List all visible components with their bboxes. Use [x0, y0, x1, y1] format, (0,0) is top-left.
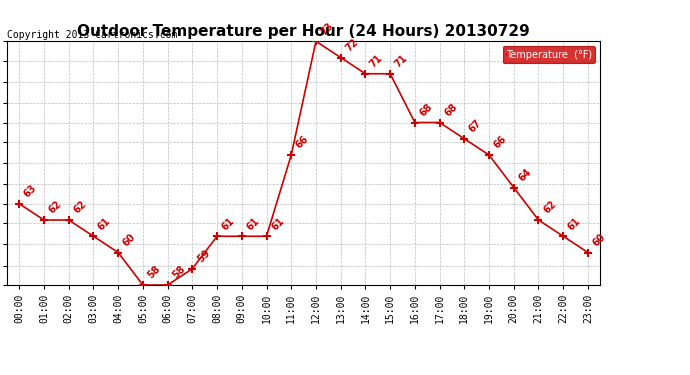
Text: 61: 61	[220, 216, 237, 232]
Text: 68: 68	[417, 102, 434, 118]
Text: 61: 61	[244, 216, 262, 232]
Text: 61: 61	[269, 216, 286, 232]
Text: 63: 63	[22, 183, 39, 200]
Text: 58: 58	[170, 264, 187, 281]
Text: 64: 64	[517, 167, 533, 183]
Text: 61: 61	[566, 216, 582, 232]
Text: 66: 66	[294, 134, 310, 151]
Text: 68: 68	[442, 102, 459, 118]
Text: 62: 62	[72, 199, 88, 216]
Text: 60: 60	[591, 232, 607, 248]
Text: 61: 61	[96, 216, 113, 232]
Text: 66: 66	[492, 134, 509, 151]
Legend: Temperature  (°F): Temperature (°F)	[502, 46, 595, 63]
Text: 59: 59	[195, 248, 212, 265]
Text: 60: 60	[121, 232, 137, 248]
Text: 71: 71	[393, 53, 410, 70]
Text: 73: 73	[319, 21, 335, 37]
Title: Outdoor Temperature per Hour (24 Hours) 20130729: Outdoor Temperature per Hour (24 Hours) …	[77, 24, 530, 39]
Text: 62: 62	[47, 199, 63, 216]
Text: 72: 72	[344, 37, 360, 53]
Text: 62: 62	[541, 199, 558, 216]
Text: 58: 58	[146, 264, 162, 281]
Text: 67: 67	[467, 118, 484, 135]
Text: 71: 71	[368, 53, 385, 70]
Text: Copyright 2013 Cartronics.com: Copyright 2013 Cartronics.com	[7, 30, 177, 40]
